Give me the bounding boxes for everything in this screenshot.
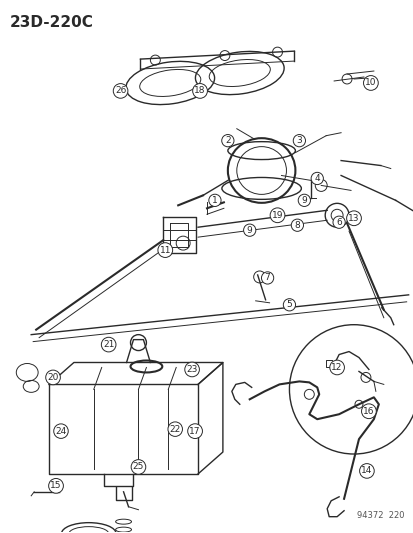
Text: 17: 17 — [189, 426, 200, 435]
Text: 13: 13 — [347, 214, 359, 223]
Text: 22: 22 — [169, 425, 180, 434]
Text: 1: 1 — [211, 196, 217, 205]
Text: 9: 9 — [301, 196, 306, 205]
Text: 19: 19 — [271, 211, 282, 220]
Text: 16: 16 — [362, 407, 374, 416]
Text: 4: 4 — [314, 174, 319, 183]
Text: 94372  220: 94372 220 — [356, 511, 404, 520]
Text: 2: 2 — [225, 136, 230, 145]
Text: 11: 11 — [159, 246, 171, 255]
Text: 26: 26 — [115, 86, 126, 95]
Text: 3: 3 — [296, 136, 301, 145]
Text: 7: 7 — [264, 273, 270, 282]
Text: 6: 6 — [335, 218, 341, 227]
Text: 21: 21 — [103, 340, 114, 349]
Text: 25: 25 — [133, 463, 144, 472]
Text: 24: 24 — [55, 426, 66, 435]
Text: 23: 23 — [186, 365, 197, 374]
Text: 20: 20 — [47, 373, 59, 382]
Text: 10: 10 — [364, 78, 376, 87]
Text: 12: 12 — [331, 363, 342, 372]
Text: 18: 18 — [194, 86, 205, 95]
Text: 8: 8 — [294, 221, 299, 230]
Text: 15: 15 — [50, 481, 62, 490]
Text: 23D-220C: 23D-220C — [9, 15, 93, 30]
Text: 5: 5 — [286, 300, 292, 309]
Text: 14: 14 — [361, 466, 372, 475]
Text: 9: 9 — [246, 225, 252, 235]
